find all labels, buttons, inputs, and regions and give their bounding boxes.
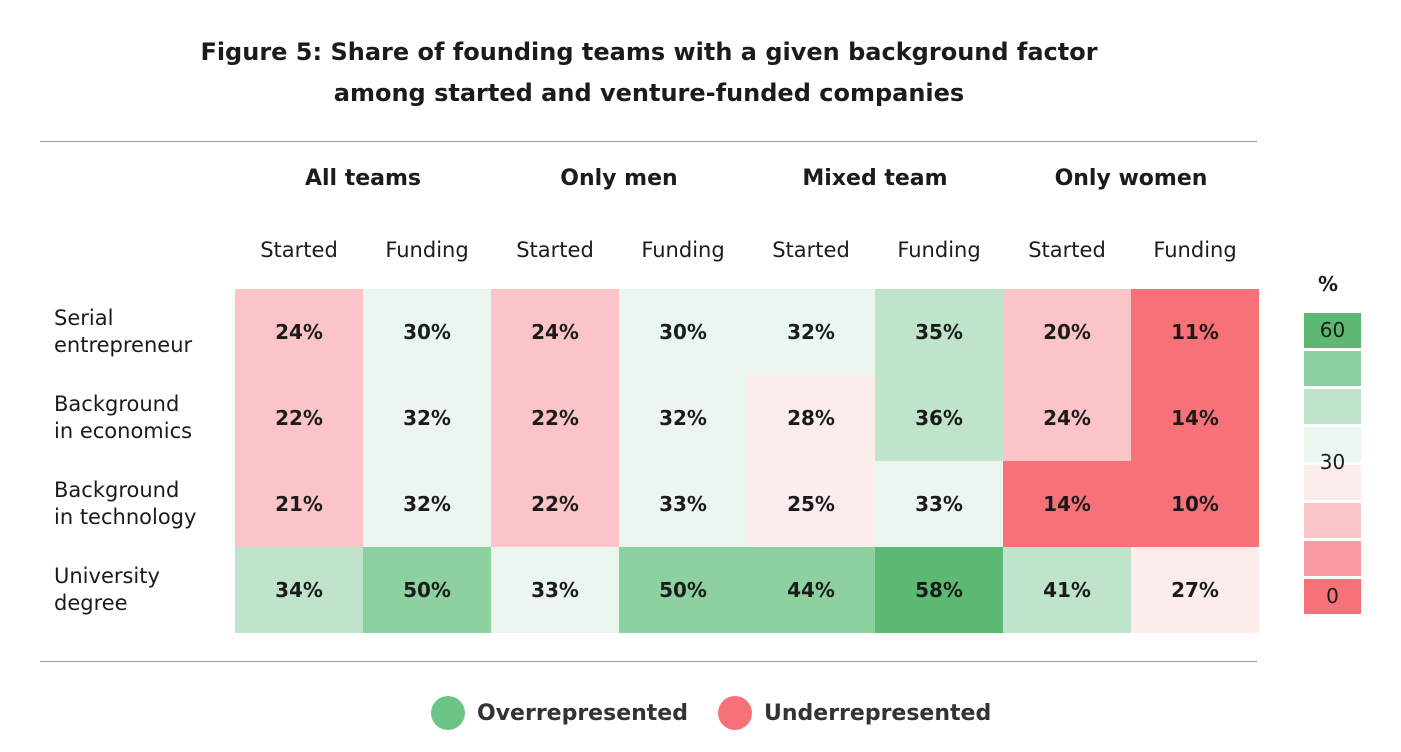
column-header: Started (260, 238, 338, 262)
color-scale-swatch (1304, 465, 1361, 500)
heatmap-cell: 11% (1131, 289, 1259, 375)
heatmap-cell: 41% (1003, 547, 1131, 633)
color-scale-tick-mid: 30 (1319, 450, 1346, 474)
heatmap-cell: 28% (747, 375, 875, 461)
group-header: Only men (560, 166, 678, 191)
heatmap-cell: 14% (1131, 375, 1259, 461)
row-label: Background in economics (54, 391, 192, 445)
heatmap-cell: 32% (363, 461, 491, 547)
heatmap-cell: 36% (875, 375, 1003, 461)
heatmap-cell: 24% (491, 289, 619, 375)
group-header: Mixed team (802, 166, 948, 191)
color-scale-swatch (1304, 503, 1361, 538)
group-header: All teams (304, 166, 422, 191)
color-scale-unit: % (1318, 272, 1339, 296)
heatmap-cell: 32% (363, 375, 491, 461)
column-header: Started (516, 238, 594, 262)
color-scale-swatch (1304, 541, 1361, 576)
color-scale-tick-max: 60 (1319, 318, 1346, 342)
row-label-line-2: degree (54, 591, 128, 615)
heatmap-cell: 50% (619, 547, 747, 633)
group-header: Only women (1054, 166, 1208, 191)
heatmap-cell: 22% (235, 375, 363, 461)
legend-item-underrepresented: Underrepresented (718, 695, 991, 731)
row-label-line-1: Serial (54, 306, 114, 330)
heatmap-cell: 58% (875, 547, 1003, 633)
color-scale-swatch (1304, 389, 1361, 424)
legend-dot-green (431, 696, 465, 730)
column-header: Funding (385, 238, 469, 262)
column-header: Funding (897, 238, 981, 262)
heatmap-cell: 21% (235, 461, 363, 547)
heatmap-cell: 30% (363, 289, 491, 375)
row-label-line-1: University (54, 564, 160, 588)
heatmap-cell: 44% (747, 547, 875, 633)
heatmap-cell: 24% (235, 289, 363, 375)
heatmap-cell: 35% (875, 289, 1003, 375)
row-label-line-1: Background (54, 392, 180, 416)
legend-item-overrepresented: Overrepresented (431, 695, 688, 731)
bottom-rule (40, 661, 1257, 662)
row-label: Serial entrepreneur (54, 305, 192, 359)
heatmap-cell: 22% (491, 461, 619, 547)
heatmap-cell: 22% (491, 375, 619, 461)
row-label-line-2: in economics (54, 419, 193, 443)
heatmap-cell: 25% (747, 461, 875, 547)
chart-title-line-2: among started and venture-funded compani… (333, 79, 965, 107)
heatmap-cell: 33% (619, 461, 747, 547)
column-header: Funding (641, 238, 725, 262)
color-scale-swatch (1304, 313, 1361, 348)
row-label: University degree (54, 563, 160, 617)
row-label-line-1: Background (54, 478, 180, 502)
legend-label-underrepresented: Underrepresented (764, 700, 992, 726)
heatmap-cell: 14% (1003, 461, 1131, 547)
heatmap-cell: 20% (1003, 289, 1131, 375)
row-label-line-2: in technology (54, 505, 197, 529)
top-rule (40, 141, 1257, 142)
chart-title-line-1: Figure 5: Share of founding teams with a… (200, 38, 1098, 66)
row-label: Background in technology (54, 477, 196, 531)
color-scale-tick-min: 0 (1326, 584, 1339, 608)
heatmap-cell: 27% (1131, 547, 1259, 633)
color-scale-swatch (1304, 427, 1361, 462)
heatmap-cell: 32% (747, 289, 875, 375)
column-header: Started (772, 238, 850, 262)
heatmap-cell: 30% (619, 289, 747, 375)
column-header: Funding (1153, 238, 1237, 262)
heatmap-cell: 50% (363, 547, 491, 633)
row-label-line-2: entrepreneur (54, 333, 193, 357)
legend-label-overrepresented: Overrepresented (477, 700, 688, 726)
color-scale-swatch (1304, 579, 1361, 614)
legend-dot-red (718, 696, 752, 730)
heatmap-cell: 10% (1131, 461, 1259, 547)
heatmap-cell: 24% (1003, 375, 1131, 461)
heatmap-cell: 33% (491, 547, 619, 633)
heatmap-cell: 32% (619, 375, 747, 461)
column-header: Started (1028, 238, 1106, 262)
heatmap-cell: 33% (875, 461, 1003, 547)
color-scale-swatch (1304, 351, 1361, 386)
heatmap-cell: 34% (235, 547, 363, 633)
chart-title: Figure 5: Share of founding teams with a… (0, 32, 1298, 114)
